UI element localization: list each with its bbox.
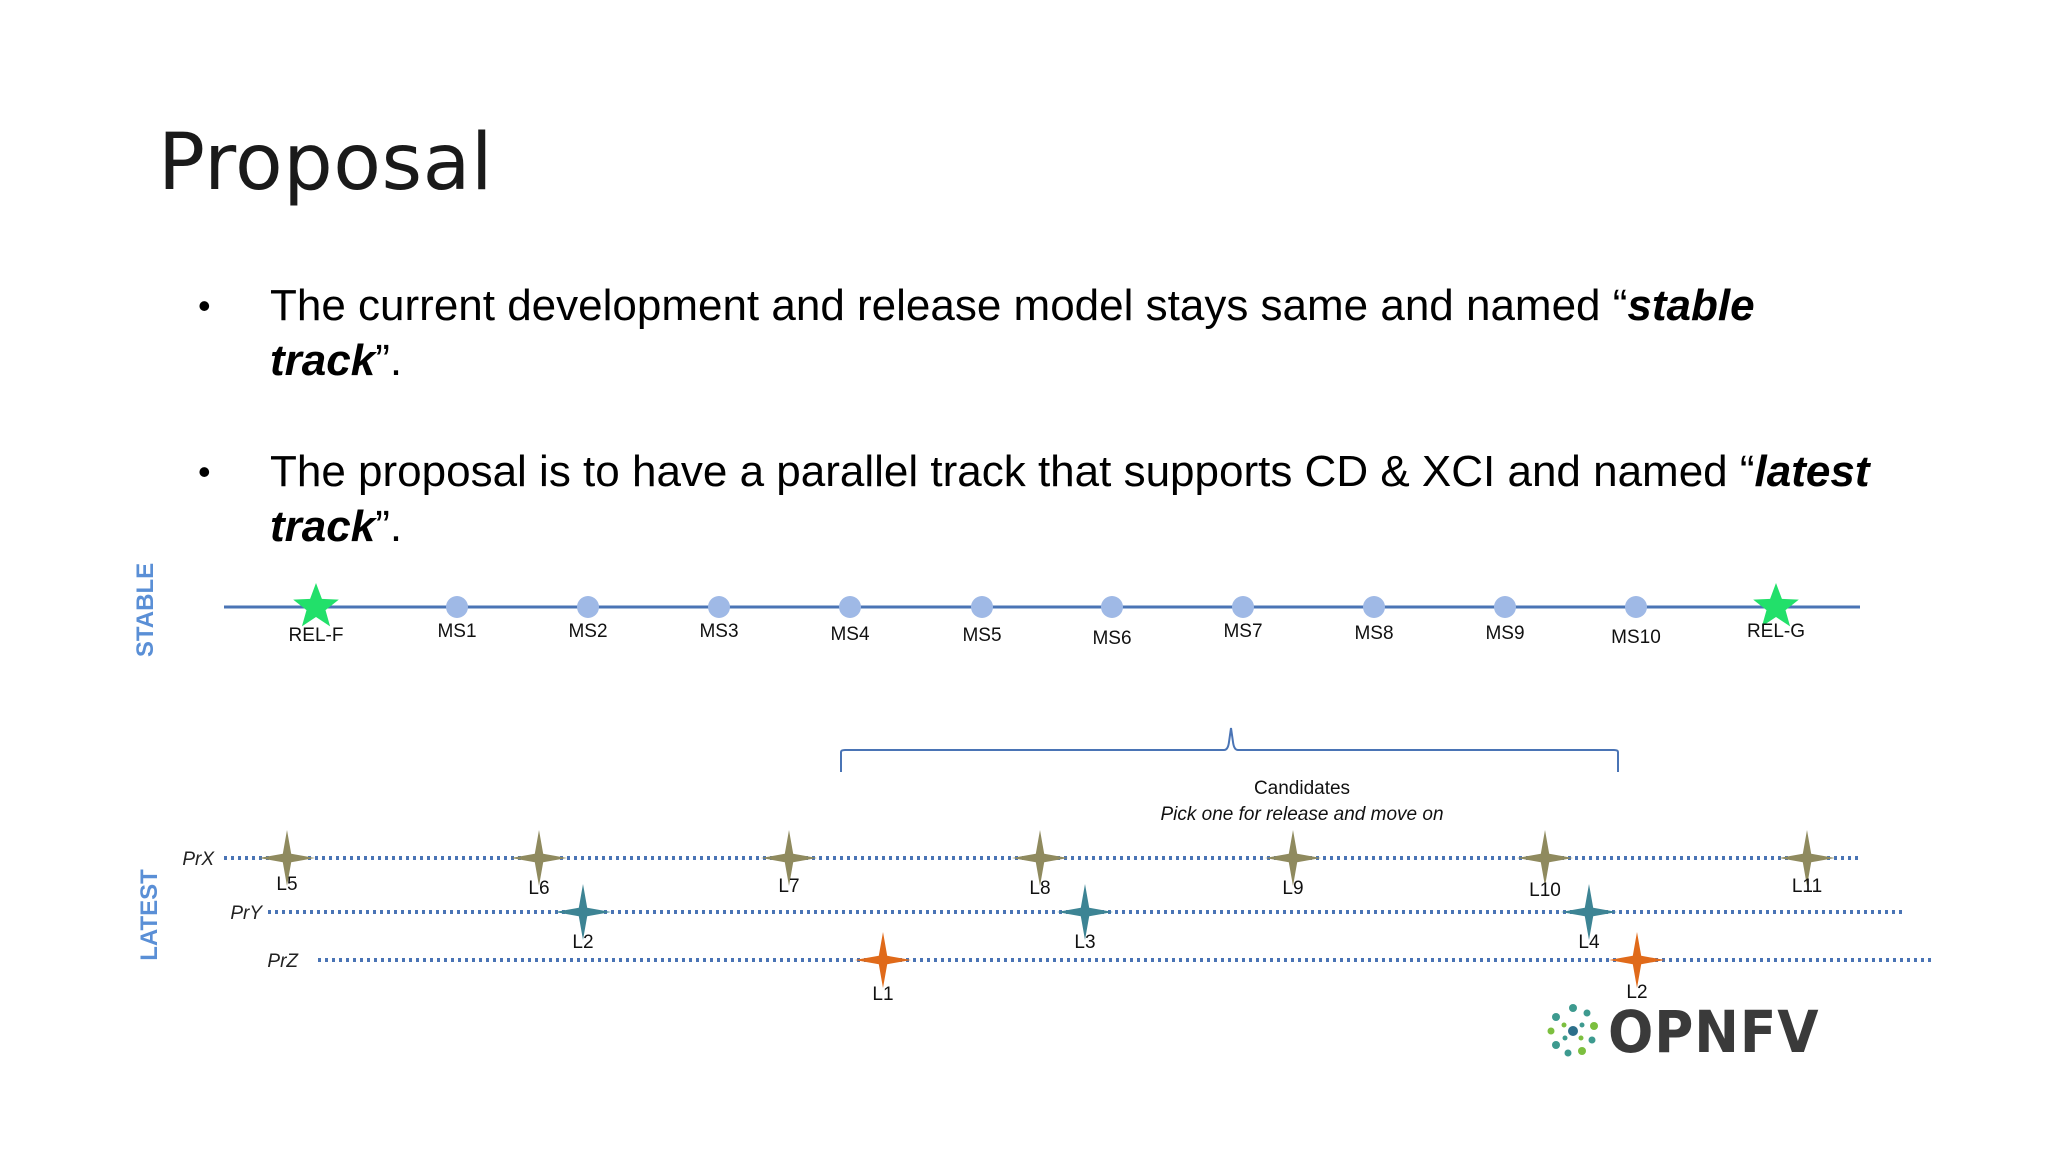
candidate-label: L2	[1626, 982, 1647, 1003]
milestone-marker	[577, 596, 599, 618]
track-pry: PrY L2 L3 L4	[230, 884, 1905, 953]
opnfv-flower-icon	[1547, 1004, 1598, 1057]
candidate-star-icon	[1517, 830, 1573, 886]
milestone-marker	[708, 596, 730, 618]
milestone-marker	[1625, 596, 1647, 618]
track-prx: PrX L5 L6 L7 L8 L9 L10 L11	[182, 830, 1860, 901]
milestone-marker	[971, 596, 993, 618]
release-track-diagram: STABLE LATEST REL-F MS1 MS2 MS3 MS4 MS5 MS6 MS7…	[132, 563, 1935, 1005]
milestone-label: MS10	[1611, 627, 1661, 648]
milestone-label: REL-F	[289, 625, 344, 646]
candidates-subtitle: Pick one for release and move on	[1160, 804, 1443, 825]
bullet-text: The current development and release mode…	[270, 281, 1628, 330]
milestone-label: MS8	[1354, 623, 1393, 644]
candidate-star-icon	[1609, 932, 1665, 988]
milestone-label: MS5	[962, 625, 1001, 646]
candidate-label: L1	[872, 984, 893, 1005]
milestone-marker	[1101, 596, 1123, 618]
stable-milestones: REL-F MS1 MS2 MS3 MS4 MS5 MS6 MS7 MS8 MS9 MS10 REL-…	[289, 583, 1805, 649]
bullet-tail: ”.	[375, 502, 403, 551]
milestone-label: MS4	[830, 624, 870, 645]
bullet-term: stable track	[270, 281, 1755, 385]
track-name: PrY	[230, 903, 263, 924]
milestone-label: REL-G	[1747, 621, 1805, 642]
milestone-marker	[1232, 596, 1254, 618]
bullet-text: The proposal is to have a parallel track…	[270, 447, 1755, 496]
track-name: PrX	[182, 849, 215, 870]
milestone-marker	[1363, 596, 1385, 618]
slide-title: Proposal	[158, 118, 494, 208]
bullet-term: latest track	[270, 447, 1870, 551]
candidate-star-icon	[1012, 830, 1068, 886]
candidates-brace	[840, 727, 1619, 772]
candidate-star-icon	[555, 884, 611, 940]
bullet-tail: ”.	[375, 336, 403, 385]
bullet-marker: •	[198, 451, 211, 492]
candidate-label: L8	[1029, 878, 1050, 899]
milestone-label: MS3	[699, 621, 738, 642]
candidate-star-icon	[855, 932, 911, 988]
candidate-label: L2	[572, 932, 593, 953]
candidate-label: L4	[1578, 932, 1600, 953]
milestone-marker	[446, 596, 468, 618]
candidate-star-icon	[1057, 884, 1113, 940]
release-star-icon	[1753, 583, 1799, 627]
bullet-marker: •	[198, 285, 211, 326]
track-name: PrZ	[267, 951, 299, 972]
candidate-star-icon	[761, 830, 817, 886]
latest-axis-label: LATEST	[136, 869, 163, 961]
candidate-star-icon	[1779, 830, 1835, 886]
candidate-label: L11	[1792, 876, 1822, 897]
milestone-label: MS7	[1223, 621, 1262, 642]
candidate-label: L9	[1282, 878, 1303, 899]
candidate-label: L7	[778, 876, 799, 897]
candidate-label: L10	[1529, 880, 1561, 901]
candidate-label: L6	[528, 878, 549, 899]
milestone-label: MS9	[1485, 623, 1524, 644]
latest-tracks: PrX L5 L6 L7 L8 L9 L10 L11 PrY L2 L3 L4 PrZ L1 L2	[182, 830, 1935, 1005]
candidate-star-icon	[1561, 884, 1617, 940]
milestone-label: MS6	[1092, 628, 1131, 649]
candidate-star-icon	[511, 830, 567, 886]
milestone-marker	[1494, 596, 1516, 618]
bullet-item: • The proposal is to have a parallel trac…	[198, 444, 1898, 554]
stable-axis-label: STABLE	[132, 563, 159, 657]
milestone-label: MS2	[568, 621, 607, 642]
milestone-marker	[839, 596, 861, 618]
opnfv-logo-text: OPNFV	[1608, 998, 1820, 1066]
candidate-star-icon	[259, 830, 315, 886]
milestone-label: MS1	[437, 621, 476, 642]
release-star-icon	[293, 583, 339, 627]
candidate-label: L3	[1074, 932, 1095, 953]
bullet-list: • The current development and release mod…	[198, 278, 1898, 610]
track-prz: PrZ L1 L2	[267, 932, 1935, 1005]
bullet-item: • The current development and release mod…	[198, 278, 1898, 388]
candidates-title: Candidates	[1254, 778, 1350, 799]
candidate-label: L5	[276, 874, 297, 895]
candidate-star-icon	[1265, 830, 1321, 886]
